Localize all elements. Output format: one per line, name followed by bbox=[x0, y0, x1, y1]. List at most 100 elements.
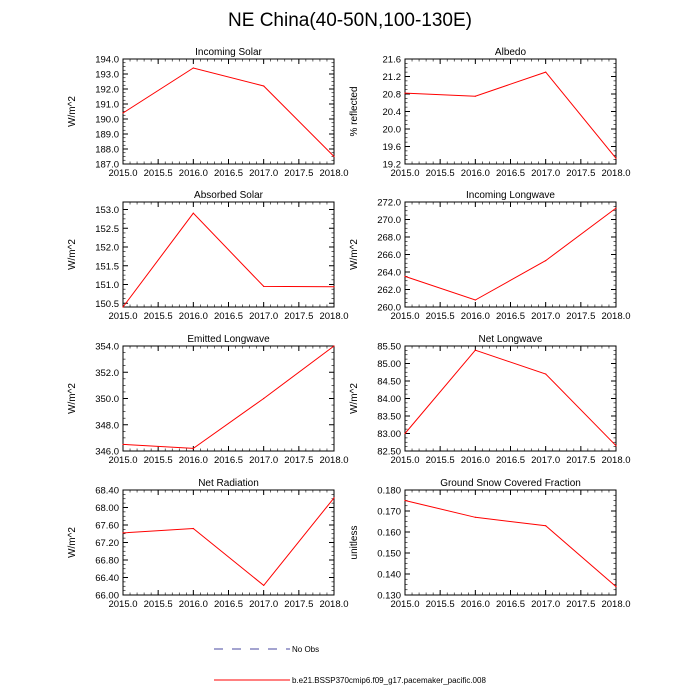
x-tick-label: 2018.0 bbox=[319, 455, 348, 466]
y-axis-label: W/m^2 bbox=[349, 383, 360, 414]
x-tick-label: 2016.5 bbox=[496, 311, 525, 322]
x-tick-label: 2017.5 bbox=[284, 599, 313, 610]
x-tick-label: 2016.0 bbox=[461, 311, 490, 322]
data-point bbox=[192, 212, 194, 214]
x-tick-label: 2017.5 bbox=[284, 311, 313, 322]
y-tick-label: 260.0 bbox=[377, 303, 401, 314]
x-tick-label: 2018.0 bbox=[319, 168, 348, 179]
x-tick-label: 2017.0 bbox=[249, 455, 278, 466]
chart-panel-7: Ground Snow Covered Fraction 2015.0 2015.5… bbox=[349, 478, 631, 610]
plot-frame bbox=[122, 345, 335, 452]
data-point bbox=[122, 443, 124, 446]
x-tick-label: 2015.5 bbox=[426, 311, 455, 322]
x-tick-label: 2016.5 bbox=[214, 168, 243, 179]
data-point bbox=[263, 397, 265, 400]
data-point bbox=[192, 447, 194, 449]
y-tick-label: 85.00 bbox=[377, 359, 401, 370]
y-tick-label: 151.5 bbox=[95, 261, 119, 272]
x-tick-label: 2017.0 bbox=[249, 599, 278, 610]
data-point bbox=[263, 584, 265, 586]
y-tick-label: 152.0 bbox=[95, 243, 119, 254]
series-line-0 bbox=[122, 212, 335, 308]
y-tick-label: 348.0 bbox=[95, 420, 119, 431]
chart-panel-4: Emitted Longwave 2015.0 2015.5 2016.0 2016.5… bbox=[67, 334, 349, 466]
x-tick-label: 2017.0 bbox=[249, 168, 278, 179]
y-axis-label: % reflected bbox=[349, 86, 360, 136]
y-tick-label: 68.40 bbox=[95, 486, 119, 497]
x-tick-label: 2017.0 bbox=[531, 599, 560, 610]
y-tick-label: 346.0 bbox=[95, 447, 119, 458]
x-tick-label: 2016.0 bbox=[461, 455, 490, 466]
x-tick-label: 2016.0 bbox=[179, 599, 208, 610]
data-point bbox=[192, 67, 194, 69]
data-point bbox=[474, 95, 476, 97]
chart-panel-6: Net Radiation 2015.0 2015.5 2016.0 2016.5 201… bbox=[67, 478, 349, 610]
data-point bbox=[474, 299, 476, 301]
y-tick-label: 83.50 bbox=[377, 412, 401, 423]
y-tick-label: 352.0 bbox=[95, 368, 119, 379]
data-point bbox=[615, 586, 617, 588]
x-tick-label: 2018.0 bbox=[319, 311, 348, 322]
chart-panel-5: Net Longwave 2015.0 2015.5 2016.0 2016.5 2017… bbox=[349, 334, 631, 466]
data-point bbox=[122, 532, 124, 534]
y-tick-label: 193.0 bbox=[95, 70, 119, 81]
chart-panel-2: Absorbed Solar 2015.0 2015.5 2016.0 2016.5 20… bbox=[67, 190, 349, 322]
y-tick-label: 0.180 bbox=[377, 486, 401, 497]
x-tick-label: 2016.5 bbox=[214, 599, 243, 610]
y-tick-label: 189.0 bbox=[95, 130, 119, 141]
y-tick-label: 264.0 bbox=[377, 268, 401, 279]
y-tick-label: 20.4 bbox=[383, 107, 402, 118]
data-point bbox=[615, 157, 617, 159]
x-tick-label: 2017.5 bbox=[566, 599, 595, 610]
data-point bbox=[404, 432, 406, 435]
plot-frame bbox=[404, 201, 617, 308]
data-point bbox=[263, 85, 265, 87]
panel-title: Emitted Longwave bbox=[187, 334, 270, 345]
panel-title: Incoming Solar bbox=[195, 47, 262, 58]
plot-frame bbox=[404, 489, 617, 596]
y-tick-label: 0.140 bbox=[377, 570, 401, 581]
x-tick-label: 2017.0 bbox=[531, 168, 560, 179]
panel-title: Ground Snow Covered Fraction bbox=[440, 478, 581, 489]
y-tick-label: 150.5 bbox=[95, 299, 119, 310]
data-point bbox=[404, 92, 406, 94]
x-tick-label: 2017.0 bbox=[249, 311, 278, 322]
series-line-0 bbox=[404, 349, 617, 447]
y-tick-label: 192.0 bbox=[95, 85, 119, 96]
x-tick-label: 2016.5 bbox=[496, 455, 525, 466]
y-tick-label: 68.00 bbox=[95, 503, 119, 514]
data-point bbox=[333, 286, 335, 288]
data-point bbox=[615, 445, 617, 447]
x-tick-label: 2017.5 bbox=[566, 455, 595, 466]
y-tick-label: 152.5 bbox=[95, 224, 119, 235]
y-tick-label: 194.0 bbox=[95, 55, 119, 66]
y-tick-label: 66.00 bbox=[95, 591, 119, 602]
x-tick-label: 2018.0 bbox=[601, 168, 630, 179]
plot-frame bbox=[122, 201, 335, 308]
data-point bbox=[192, 527, 194, 530]
x-tick-label: 2016.5 bbox=[496, 168, 525, 179]
y-tick-label: 66.80 bbox=[95, 556, 119, 567]
y-tick-label: 268.0 bbox=[377, 233, 401, 244]
figure-title: NE China(40-50N,100-130E) bbox=[228, 10, 472, 31]
y-tick-label: 188.0 bbox=[95, 145, 119, 156]
data-point bbox=[474, 516, 476, 518]
x-tick-label: 2015.5 bbox=[144, 311, 173, 322]
x-tick-label: 2015.0 bbox=[108, 168, 137, 179]
data-point bbox=[122, 306, 124, 308]
x-tick-label: 2015.0 bbox=[390, 599, 419, 610]
chart-panel-1: Albedo 2015.0 2015.5 2016.0 2016.5 2017.0 2017… bbox=[349, 47, 631, 179]
panel-title: Net Radiation bbox=[198, 478, 259, 489]
y-tick-label: 84.50 bbox=[377, 377, 401, 388]
data-point bbox=[122, 112, 124, 114]
x-tick-label: 2018.0 bbox=[601, 311, 630, 322]
y-tick-label: 354.0 bbox=[95, 342, 119, 353]
y-tick-label: 20.8 bbox=[383, 90, 402, 101]
y-tick-label: 19.2 bbox=[383, 160, 402, 171]
panel-title: Absorbed Solar bbox=[194, 190, 264, 201]
y-tick-label: 66.40 bbox=[95, 573, 119, 584]
x-tick-label: 2015.5 bbox=[426, 599, 455, 610]
y-tick-label: 19.6 bbox=[383, 142, 402, 153]
